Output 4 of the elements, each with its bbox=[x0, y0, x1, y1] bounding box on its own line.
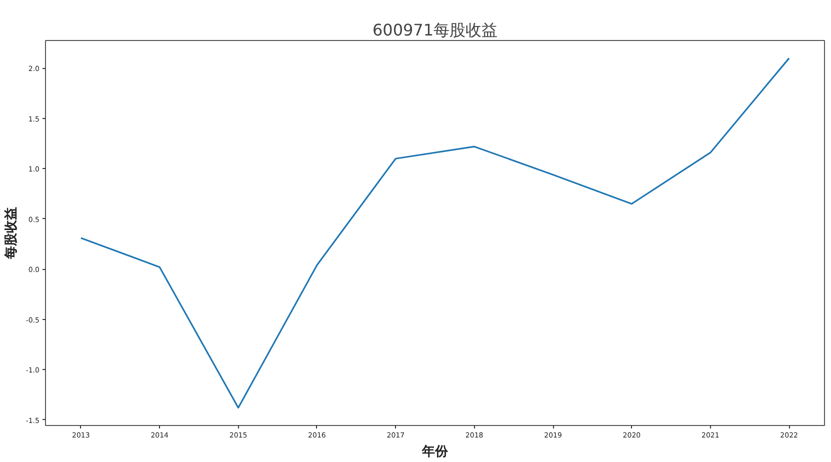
x-axis-title: 年份 bbox=[421, 444, 449, 460]
chart-title: 600971每股收益 bbox=[372, 20, 498, 40]
y-axis-title: 每股收益 bbox=[4, 207, 19, 260]
line-series bbox=[80, 57, 790, 409]
